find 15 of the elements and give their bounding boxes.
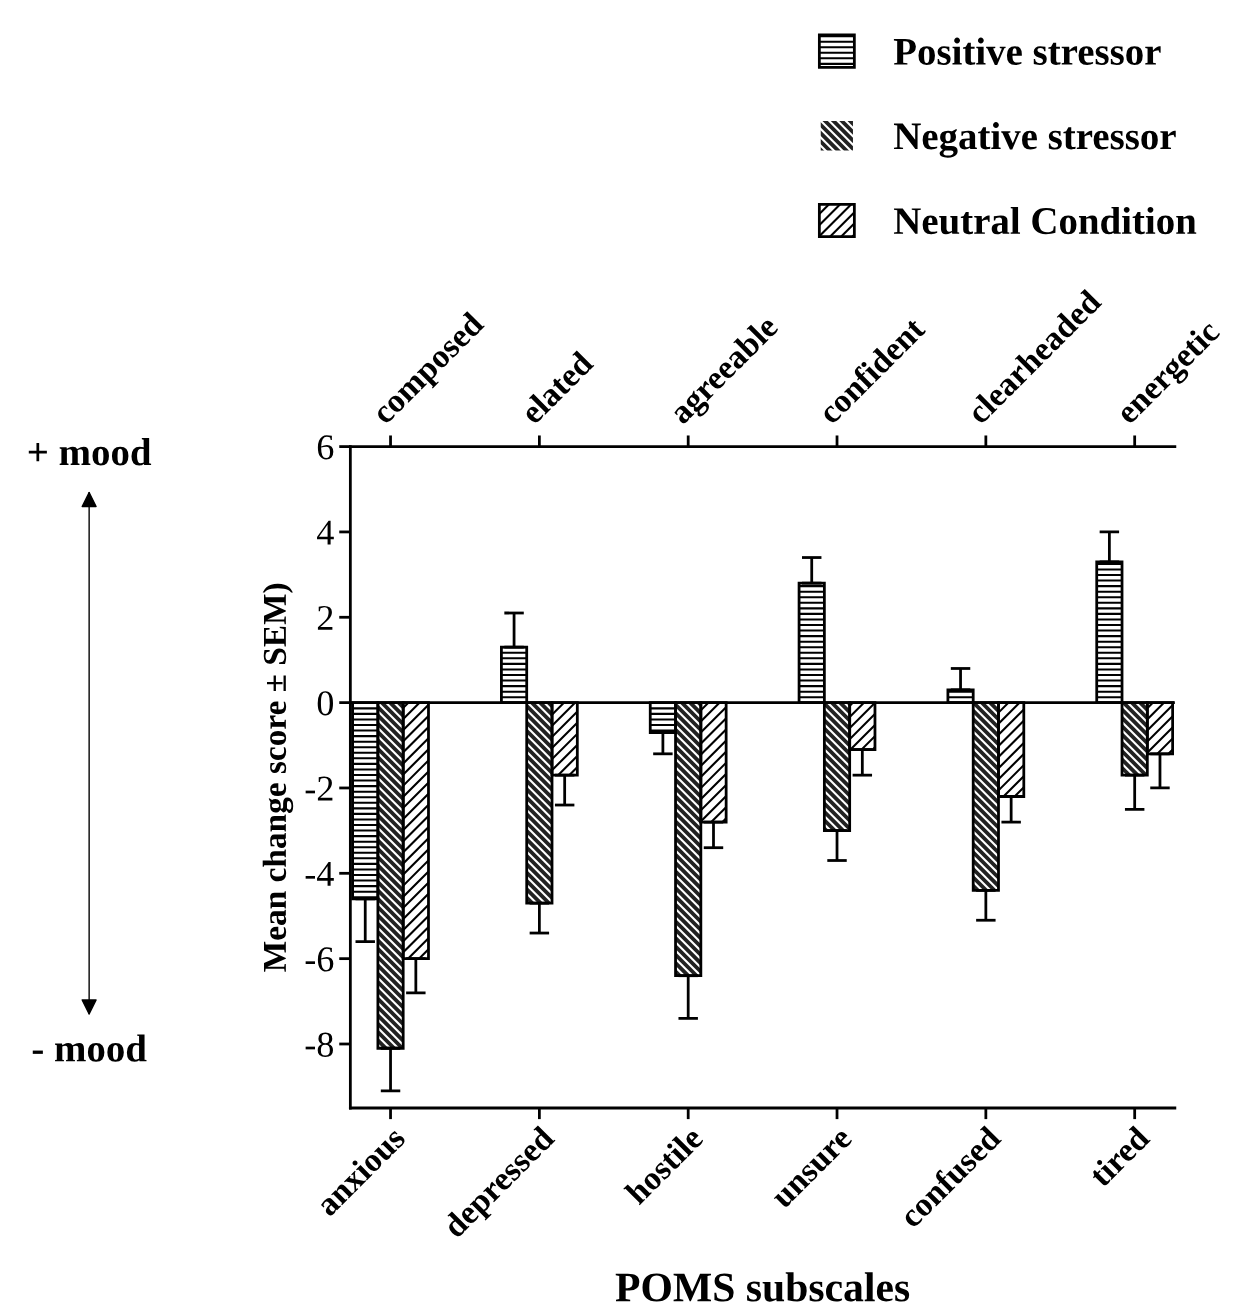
y-tick-label: 6 [317, 435, 334, 460]
y-axis-title: Mean change score ± SEM) [262, 583, 294, 972]
y-tick-label: 0 [317, 691, 334, 716]
y-tick-label: -2 [305, 776, 333, 801]
legend-label: Neutral Condition [893, 206, 1197, 235]
text: + mood [28, 438, 152, 466]
legend-label: Negative stressor [893, 122, 1176, 158]
y-tick-label: 2 [317, 605, 333, 630]
x-axis-title: POMS subscales [615, 1272, 910, 1302]
y-tick-label: -8 [305, 1032, 334, 1057]
text: - mood [32, 1034, 147, 1062]
y-tick-label: -6 [305, 947, 334, 972]
legend-label: Positive stressor [893, 37, 1161, 65]
y-tick-label: 4 [317, 520, 334, 545]
y-tick-label: -4 [305, 862, 334, 886]
